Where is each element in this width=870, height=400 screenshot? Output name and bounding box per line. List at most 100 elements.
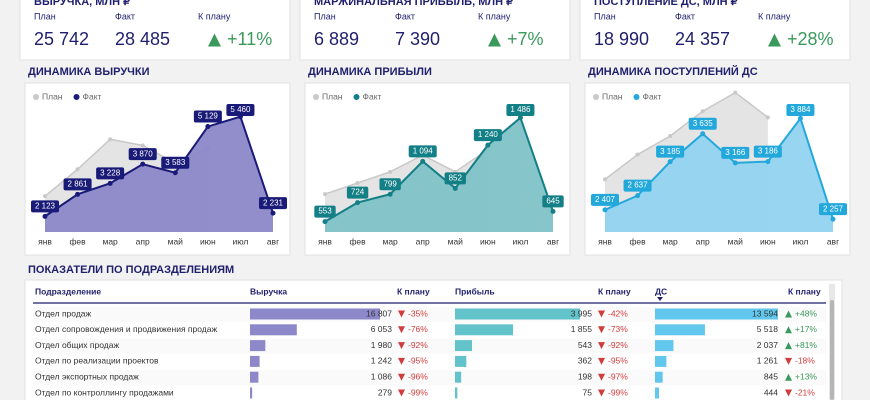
x-tick-label: мар bbox=[382, 236, 398, 246]
column-header: ДС bbox=[655, 286, 667, 296]
cell-vs: -99% bbox=[608, 387, 628, 397]
x-tick-label: янв bbox=[598, 236, 612, 246]
data-label-box bbox=[128, 148, 157, 161]
point bbox=[75, 191, 81, 197]
kpi-value: 24 357 bbox=[675, 29, 730, 49]
data-label: 3 185 bbox=[656, 145, 685, 158]
bar bbox=[655, 387, 660, 399]
vs-arrow bbox=[598, 342, 605, 350]
cell-vs: -97% bbox=[608, 371, 628, 381]
cell-vs: -99% bbox=[408, 387, 428, 397]
card bbox=[299, 0, 571, 61]
point bbox=[732, 160, 738, 166]
x-tick-label: авг bbox=[267, 236, 279, 246]
cell-vs: -95% bbox=[408, 356, 428, 366]
point bbox=[602, 207, 608, 213]
legend-marker bbox=[633, 94, 640, 100]
line bbox=[324, 115, 554, 223]
point bbox=[205, 124, 211, 130]
data-label: 2 257 bbox=[818, 203, 848, 216]
data-label-text: 5 129 bbox=[198, 112, 219, 121]
data-label: 3 583 bbox=[161, 156, 190, 169]
data-label-box bbox=[623, 179, 652, 192]
data-label-box bbox=[346, 186, 369, 199]
kpi-value: 25 742 bbox=[34, 29, 89, 49]
point bbox=[140, 161, 146, 167]
data-label: 3 884 bbox=[786, 104, 815, 116]
cell-vs: -73% bbox=[608, 324, 628, 334]
bar bbox=[455, 308, 580, 320]
legend-marker bbox=[593, 94, 599, 100]
data-label: 2 231 bbox=[258, 197, 288, 210]
data-label-box bbox=[96, 167, 125, 180]
row-name: Отдел сопровождения и продвижения продаж bbox=[35, 324, 217, 334]
cell-vs: +17% bbox=[795, 324, 817, 334]
cell-value: 3 995 bbox=[571, 308, 593, 318]
kpi-arrow bbox=[488, 33, 501, 47]
bar bbox=[250, 340, 266, 352]
bar bbox=[250, 324, 297, 336]
x-tick-label: июн bbox=[480, 236, 496, 246]
legend-marker bbox=[313, 94, 319, 100]
data-label-box bbox=[542, 195, 564, 208]
point bbox=[797, 115, 803, 121]
data-label-box bbox=[753, 145, 782, 158]
bar bbox=[250, 308, 380, 320]
bar bbox=[655, 371, 663, 383]
row-band bbox=[33, 338, 826, 354]
data-label-box bbox=[314, 205, 336, 218]
x-tick-label: мар bbox=[662, 236, 678, 246]
vs-arrow bbox=[598, 389, 605, 397]
x-tick-label: фев bbox=[69, 236, 86, 246]
kpi-title: ПОСТУПЛЕНИЕ ДС, МЛН ₽ bbox=[594, 0, 738, 8]
point bbox=[355, 200, 361, 206]
cell-vs: -35% bbox=[408, 308, 428, 318]
data-label: 553 bbox=[314, 205, 336, 218]
bar bbox=[655, 324, 705, 336]
data-label-box bbox=[590, 193, 620, 206]
cell-vs: -92% bbox=[408, 340, 428, 350]
vs-arrow bbox=[598, 326, 605, 334]
area bbox=[45, 116, 273, 232]
point bbox=[700, 131, 706, 137]
vs-arrow bbox=[598, 357, 605, 365]
data-label: 3 186 bbox=[753, 145, 782, 158]
sort-icon bbox=[657, 297, 663, 301]
cell-value: 1 855 bbox=[571, 324, 593, 334]
data-label-text: 3 583 bbox=[165, 158, 186, 167]
point bbox=[270, 210, 276, 216]
data-label-box bbox=[193, 110, 222, 123]
legend-label: План bbox=[322, 91, 343, 101]
point bbox=[43, 194, 47, 199]
legend-label: Факт bbox=[363, 91, 382, 101]
point bbox=[667, 159, 673, 165]
cell-vs: +81% bbox=[795, 340, 817, 350]
data-label: 3 228 bbox=[96, 167, 125, 180]
data-label-text: 645 bbox=[546, 196, 560, 205]
cell-vs: -96% bbox=[408, 371, 428, 381]
bar bbox=[250, 355, 260, 367]
data-label-box bbox=[818, 203, 848, 216]
point bbox=[700, 109, 705, 114]
data-label-text: 2 407 bbox=[595, 195, 616, 204]
chart-title: ДИНАМИКА ПОСТУПЛЕНИЙ ДС bbox=[588, 65, 758, 78]
point bbox=[765, 159, 771, 165]
data-label: 1 486 bbox=[506, 104, 535, 116]
cell-value: 13 594 bbox=[752, 308, 778, 318]
x-tick-label: июн bbox=[200, 236, 216, 246]
row-band bbox=[33, 307, 826, 322]
point bbox=[517, 115, 523, 121]
point bbox=[323, 192, 327, 197]
data-label: 1 240 bbox=[473, 129, 502, 142]
data-label-text: 2 861 bbox=[68, 179, 89, 188]
cell-vs: +48% bbox=[795, 308, 817, 318]
vs-arrow bbox=[785, 357, 792, 365]
data-label-box bbox=[408, 145, 437, 158]
data-label: 3 870 bbox=[128, 148, 157, 161]
kpi-value: +11% bbox=[227, 29, 272, 49]
kpi-label: К плану bbox=[198, 11, 231, 21]
data-label: 2 407 bbox=[590, 193, 620, 206]
data-label-box bbox=[63, 178, 92, 191]
vs-arrow bbox=[398, 342, 405, 350]
